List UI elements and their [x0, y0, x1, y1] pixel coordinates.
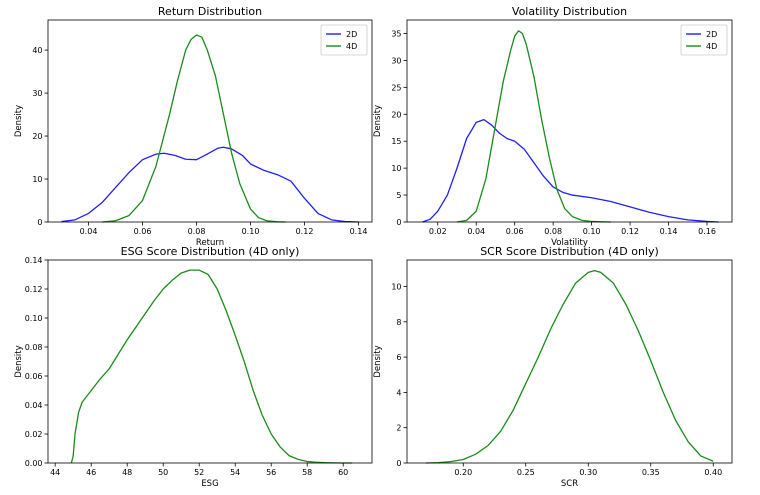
chart-title: SCR Score Distribution (4D only)	[480, 245, 659, 258]
y-tick-label: 0.02	[25, 430, 43, 439]
y-tick-label: 20	[32, 132, 42, 141]
y-tick-label: 0.04	[25, 401, 43, 410]
y-tick-label: 0.06	[25, 372, 43, 381]
y-tick-label: 15	[391, 137, 401, 146]
y-tick-label: 40	[32, 46, 42, 55]
x-tick-label: 0.10	[242, 227, 260, 236]
x-tick-label: 0.12	[621, 227, 639, 236]
y-tick-label: 4	[396, 388, 401, 397]
y-tick-label: 0.08	[25, 343, 43, 352]
y-axis-label: Density	[373, 105, 383, 137]
y-tick-label: 10	[32, 175, 42, 184]
y-tick-label: 20	[391, 110, 401, 119]
y-tick-label: 6	[396, 353, 401, 362]
axes-frame	[47, 19, 373, 223]
x-tick-label: 0.20	[454, 468, 472, 477]
axes-frame	[47, 259, 373, 464]
x-tick-label: 0.35	[642, 468, 660, 477]
x-tick-label: 0.14	[660, 227, 678, 236]
y-axis-label: Density	[373, 345, 383, 377]
x-axis-label: Volatility	[551, 238, 588, 248]
legend-label-2d: 2D	[346, 30, 357, 39]
y-axis-label: Density	[14, 345, 24, 377]
series-line-2d	[61, 146, 359, 223]
y-tick-label: 0.14	[25, 256, 43, 265]
x-tick-label: 0.10	[583, 227, 601, 236]
y-tick-label: 30	[391, 56, 401, 65]
series-line-4d	[456, 30, 611, 223]
axes-frame	[406, 259, 733, 464]
series-line-2d	[422, 119, 719, 223]
x-tick-label: 46	[86, 468, 96, 477]
x-tick-label: 58	[302, 468, 312, 477]
x-tick-label: 0.12	[296, 227, 314, 236]
legend-label-2d: 2D	[706, 30, 717, 39]
x-tick-label: 0.06	[506, 227, 524, 236]
x-tick-label: 60	[338, 468, 348, 477]
x-tick-label: 0.06	[134, 227, 152, 236]
x-tick-label: 0.08	[188, 227, 206, 236]
y-tick-label: 0	[396, 218, 401, 227]
subplot-4: 0.20 0.25 0.30 0.35 0.40 0 2 4 6 8 10 SCR Score Dis…	[373, 245, 733, 489]
y-axis-label: Density	[14, 105, 24, 137]
y-tick-label: 0	[396, 459, 401, 468]
chart-title: Volatility Distribution	[512, 5, 627, 18]
legend-label-4d: 4D	[346, 42, 357, 51]
y-tick-label: 8	[396, 318, 401, 327]
x-tick-label: 0.30	[579, 468, 597, 477]
x-tick-label: 52	[194, 468, 204, 477]
x-tick-label: 48	[122, 468, 132, 477]
legend-label-4d: 4D	[706, 42, 717, 51]
x-tick-label: 0.16	[698, 227, 716, 236]
series-line-4d	[425, 269, 714, 464]
y-tick-label: 0.00	[25, 459, 43, 468]
subplot-2: 0.02 0.04 0.06 0.08 0.10 0.12 0.14 0.16 0 5 10 15 20…	[373, 5, 733, 248]
subplot-3: 44 46 48 50 52 54 56 58 60 0.00 0.02 0.04 0.06 0.08 0.…	[14, 245, 373, 489]
y-tick-label: 10	[391, 164, 401, 173]
y-tick-label: 2	[396, 424, 401, 433]
x-axis-label: Return	[196, 238, 224, 248]
x-tick-label: 0.25	[517, 468, 535, 477]
chart-title: ESG Score Distribution (4D only)	[121, 245, 300, 258]
x-tick-label: 0.02	[429, 227, 447, 236]
y-tick-label: 0.10	[25, 314, 43, 323]
x-tick-label: 56	[266, 468, 276, 477]
legend-box	[680, 24, 728, 56]
legend-box	[320, 24, 368, 56]
subplot-1: 0.04 0.06 0.08 0.10 0.12 0.14 0 10 20 30 40 Return …	[14, 5, 373, 248]
y-tick-label: 25	[391, 83, 401, 92]
y-tick-label: 5	[396, 191, 401, 200]
y-tick-label: 0.12	[25, 285, 43, 294]
y-tick-label: 0	[37, 218, 42, 227]
x-tick-label: 54	[230, 468, 240, 477]
axes-frame	[406, 19, 733, 223]
series-line-4d	[101, 34, 286, 223]
series-line-4d	[70, 269, 353, 464]
x-tick-label: 0.08	[544, 227, 562, 236]
x-axis-label: SCR	[561, 479, 578, 489]
x-axis-label: ESG	[201, 479, 218, 489]
y-tick-label: 35	[391, 29, 401, 38]
x-tick-label: 50	[158, 468, 168, 477]
x-tick-label: 44	[50, 468, 60, 477]
chart-title: Return Distribution	[158, 5, 262, 18]
x-tick-label: 0.04	[80, 227, 98, 236]
y-tick-label: 10	[391, 282, 401, 291]
x-tick-label: 0.14	[350, 227, 368, 236]
x-tick-label: 0.40	[704, 468, 722, 477]
y-tick-label: 30	[32, 89, 42, 98]
x-tick-label: 0.04	[467, 227, 485, 236]
